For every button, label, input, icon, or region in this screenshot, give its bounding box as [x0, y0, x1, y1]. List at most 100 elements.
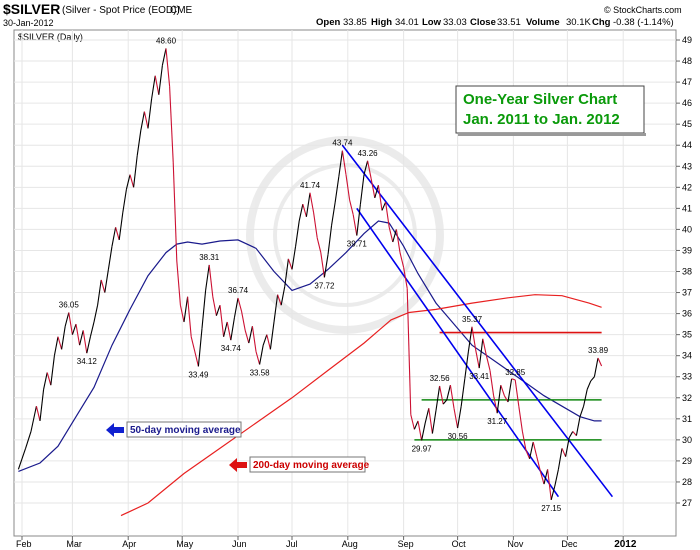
title-box-frame: [455, 85, 645, 134]
ma50-line: [18, 220, 602, 472]
y-tick-label: 46: [682, 98, 692, 108]
price-segment: [251, 326, 257, 352]
price-segment: [53, 336, 59, 356]
price-segment: [593, 357, 599, 377]
price-segment: [485, 355, 491, 371]
x-tick-label: Mar: [66, 539, 82, 549]
chg-label: Chg: [592, 17, 611, 28]
chart-symbol: $SILVER: [3, 1, 60, 17]
price-segment: [428, 408, 433, 434]
x-tick-label: Aug: [342, 539, 358, 549]
trend-line: [341, 144, 614, 498]
price-segment: [187, 296, 192, 337]
price-label: 31.27: [487, 417, 508, 426]
x-tick-label: Apr: [122, 539, 136, 549]
moving-average-lines: [18, 220, 602, 517]
price-segment: [313, 212, 318, 238]
price-label: 36.74: [228, 286, 249, 295]
y-tick-label: 38: [682, 267, 692, 277]
y-tick-label: 30: [682, 435, 692, 445]
price-segment: [291, 246, 297, 270]
price-segment: [507, 378, 513, 403]
price-segment: [489, 370, 495, 396]
x-axis: Feb Mar Apr May Jun Jul Aug Sep Oct Nov Dec 2012: [16, 536, 637, 550]
x-tick-label: Sep: [398, 539, 414, 549]
price-segment: [424, 408, 430, 424]
price-label: 30.56: [448, 432, 469, 441]
price-segment: [194, 351, 199, 367]
y-tick-label: 34: [682, 351, 692, 361]
close-label: Close: [470, 17, 496, 28]
price-segment: [320, 252, 325, 278]
price-segment: [352, 214, 358, 236]
price-segment: [165, 48, 171, 87]
price-segment: [111, 227, 117, 247]
price-segment: [367, 160, 372, 180]
chart-description: (Silver - Spot Price (EOD)): [62, 5, 180, 16]
price-segment: [457, 406, 462, 429]
price-segment: [572, 431, 577, 437]
price-segment: [561, 448, 567, 457]
x-tick-label: May: [176, 539, 194, 549]
price-segment: [223, 321, 228, 337]
price-segment: [118, 212, 124, 241]
price-segment: [460, 378, 466, 407]
price-segment: [129, 174, 135, 188]
price-segment: [331, 201, 336, 226]
price-segment: [212, 296, 217, 316]
x-tick-label: Nov: [507, 539, 524, 549]
price-segment: [233, 297, 239, 318]
price-segment: [374, 185, 379, 198]
y-tick-label: 40: [682, 224, 692, 234]
price-segment: [316, 237, 322, 253]
price-segment: [176, 260, 181, 306]
price-segment: [125, 174, 131, 190]
y-tick-label: 43: [682, 161, 692, 171]
price-segment: [104, 269, 109, 293]
price-segment: [536, 456, 541, 472]
price-segment: [215, 304, 221, 316]
price-label: 38.31: [199, 253, 220, 262]
price-segment: [179, 305, 185, 323]
price-segment: [467, 326, 473, 352]
open-value: 33.85: [343, 17, 367, 28]
price-segment: [568, 431, 574, 439]
price-segment: [190, 336, 196, 352]
price-segment: [79, 330, 84, 346]
price-segment: [169, 86, 174, 163]
price-segment: [388, 227, 394, 243]
price-segment: [273, 294, 279, 323]
price-segment: [140, 111, 145, 131]
left-arrow-icon: [106, 423, 124, 437]
y-tick-label: 27: [682, 498, 692, 508]
price-segment: [410, 414, 415, 430]
y-tick-label: 47: [682, 77, 692, 87]
price-segment: [514, 379, 520, 407]
price-segment: [262, 334, 268, 346]
price-segment: [399, 252, 405, 268]
price-segment: [532, 441, 538, 457]
price-segment: [107, 246, 113, 270]
price-segment: [395, 229, 401, 253]
series-legend: $SILVER (Daily): [18, 32, 83, 42]
watermark: © StockCharts.com: [604, 5, 682, 15]
y-tick-label: 44: [682, 140, 692, 150]
volume-label: Volume: [526, 17, 560, 28]
price-segment: [68, 312, 73, 335]
price-segment: [464, 351, 469, 379]
price-segment: [30, 406, 37, 432]
y-tick-label: 28: [682, 477, 692, 487]
title-line-1: One-Year Silver Chart: [463, 91, 617, 108]
price-label: 39.71: [347, 240, 368, 249]
price-segment: [557, 448, 563, 470]
price-segment: [302, 204, 307, 217]
price-label: 34.12: [77, 357, 98, 366]
y-tick-label: 49: [682, 35, 692, 45]
price-segment: [446, 385, 451, 401]
price-segment: [453, 408, 459, 429]
price-segment: [82, 330, 88, 354]
price-segment: [554, 469, 559, 487]
price-segment: [525, 450, 531, 460]
price-segment: [201, 290, 207, 329]
price-segment: [345, 174, 351, 201]
